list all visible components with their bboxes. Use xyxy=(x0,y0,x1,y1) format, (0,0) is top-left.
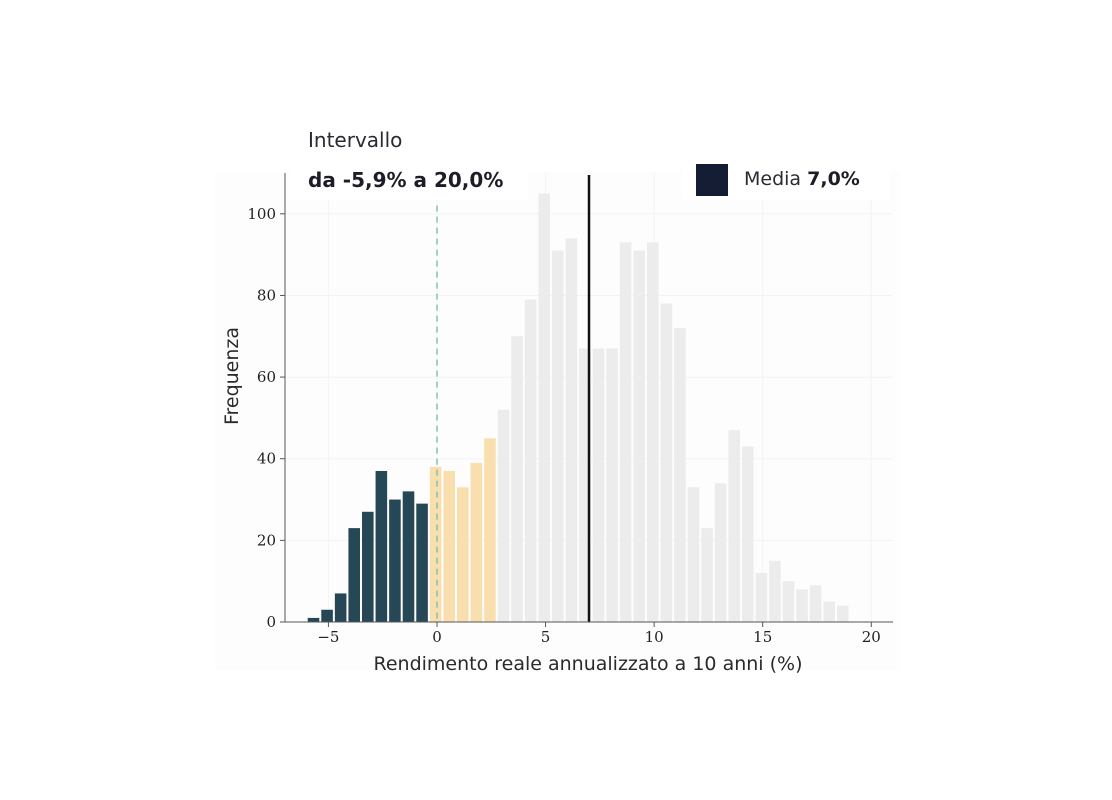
histogram-bar xyxy=(769,560,781,622)
histogram-bar xyxy=(714,483,727,622)
histogram-bar xyxy=(823,601,835,622)
histogram-bar xyxy=(484,438,496,622)
histogram-bar xyxy=(375,470,388,622)
histogram-bar xyxy=(674,328,686,622)
histogram-bar xyxy=(728,430,740,622)
histogram-bar xyxy=(687,487,700,622)
x-tick-label: 5 xyxy=(541,628,551,646)
x-tick-label: 10 xyxy=(645,628,664,646)
histogram-bar xyxy=(389,499,401,622)
histogram-bar xyxy=(443,470,455,622)
histogram-bar xyxy=(334,593,347,622)
histogram-bar xyxy=(579,348,591,622)
histogram-bar xyxy=(660,303,673,622)
histogram-bar xyxy=(429,466,442,622)
y-tick-label: 100 xyxy=(247,205,276,223)
histogram-bar xyxy=(701,528,713,622)
histogram-bar xyxy=(592,348,605,622)
range-panel: Intervallo da -5,9% a 20,0% xyxy=(290,116,528,200)
y-tick-label: 40 xyxy=(257,450,276,468)
histogram-bar xyxy=(524,299,537,622)
y-tick-label: 80 xyxy=(257,286,276,304)
legend-text: Media 7,0% xyxy=(744,168,860,190)
histogram-bar xyxy=(307,617,320,622)
histogram-bar xyxy=(497,409,510,622)
reference-lines xyxy=(436,175,591,622)
y-tick-label: 60 xyxy=(257,368,276,386)
legend: Media 7,0% xyxy=(682,160,890,200)
range-title: Intervallo xyxy=(308,128,403,152)
histogram-bar xyxy=(647,242,659,622)
histogram-bar xyxy=(809,585,822,622)
x-tick-label: 15 xyxy=(753,628,772,646)
histogram-bar xyxy=(511,336,523,622)
histogram-bar xyxy=(742,446,754,622)
histogram-bar xyxy=(538,193,550,622)
x-tick-label: 0 xyxy=(432,628,442,646)
y-tick-label: 20 xyxy=(257,531,276,549)
histogram-bar xyxy=(321,609,333,622)
histogram-bar xyxy=(348,528,360,622)
range-value: da -5,9% a 20,0% xyxy=(308,168,504,192)
y-axis-label: Frequenza xyxy=(221,327,243,425)
histogram-bar xyxy=(796,589,808,622)
legend-swatch-icon xyxy=(696,164,728,196)
axes: 0 20 40 60 80 100 −5 0 5 10 15 20 xyxy=(247,173,893,646)
y-tick-label: 0 xyxy=(266,613,276,631)
x-axis-label: Rendimento reale annualizzato a 10 anni … xyxy=(373,653,802,675)
legend-value: 7,0% xyxy=(807,168,860,190)
x-tick-label: −5 xyxy=(317,628,339,646)
histogram-bar xyxy=(362,511,374,622)
histogram-bar xyxy=(552,250,564,623)
histogram-bar xyxy=(782,581,795,622)
histogram-bar xyxy=(470,462,483,622)
x-tick-label: 20 xyxy=(862,628,881,646)
histogram-bar xyxy=(837,605,849,622)
legend-label: Media xyxy=(744,168,802,190)
histogram-bars xyxy=(307,193,849,623)
histogram-bar xyxy=(606,348,618,622)
histogram-bar xyxy=(619,242,632,622)
histogram-bar xyxy=(457,487,469,622)
histogram-bar xyxy=(565,238,578,622)
histogram-bar xyxy=(755,573,768,622)
histogram-bar xyxy=(633,250,645,623)
histogram-bar xyxy=(416,503,428,622)
histogram-bar xyxy=(402,491,415,622)
